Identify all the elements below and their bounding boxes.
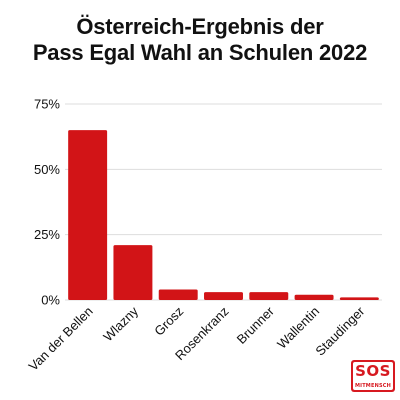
- bar: [294, 294, 334, 300]
- x-tick-label: Wlazny: [100, 303, 141, 344]
- bar: [68, 130, 108, 300]
- y-tick-label: 50%: [34, 162, 60, 177]
- x-tick-label: Staudinger: [312, 303, 368, 359]
- bar: [113, 245, 153, 300]
- logo-main-text: SOS: [355, 362, 391, 380]
- x-tick-label: Grosz: [151, 304, 186, 339]
- bar: [158, 289, 198, 300]
- bars: [68, 130, 379, 300]
- chart-title: Österreich-Ergebnis der Pass Egal Wahl a…: [0, 14, 400, 66]
- sos-mitmensch-logo: SOS MITMENSCH: [351, 360, 395, 392]
- x-tick-label: Brunner: [234, 303, 278, 347]
- y-tick-label: 0%: [41, 293, 60, 308]
- bar: [249, 292, 289, 300]
- y-gridlines: [65, 103, 382, 301]
- logo-sub-text: MITMENSCH: [354, 383, 392, 389]
- y-tick-label: 75%: [34, 97, 60, 112]
- bar: [204, 292, 243, 300]
- bar: [339, 297, 379, 300]
- chart-title-line-2: Pass Egal Wahl an Schulen 2022: [32, 40, 368, 65]
- chart-title-line-1: Österreich-Ergebnis der: [76, 14, 324, 39]
- y-tick-label: 25%: [34, 227, 60, 242]
- y-tick-labels: 0% 25% 50% 75%: [34, 97, 60, 308]
- x-tick-label: Van der Bellen: [26, 304, 96, 374]
